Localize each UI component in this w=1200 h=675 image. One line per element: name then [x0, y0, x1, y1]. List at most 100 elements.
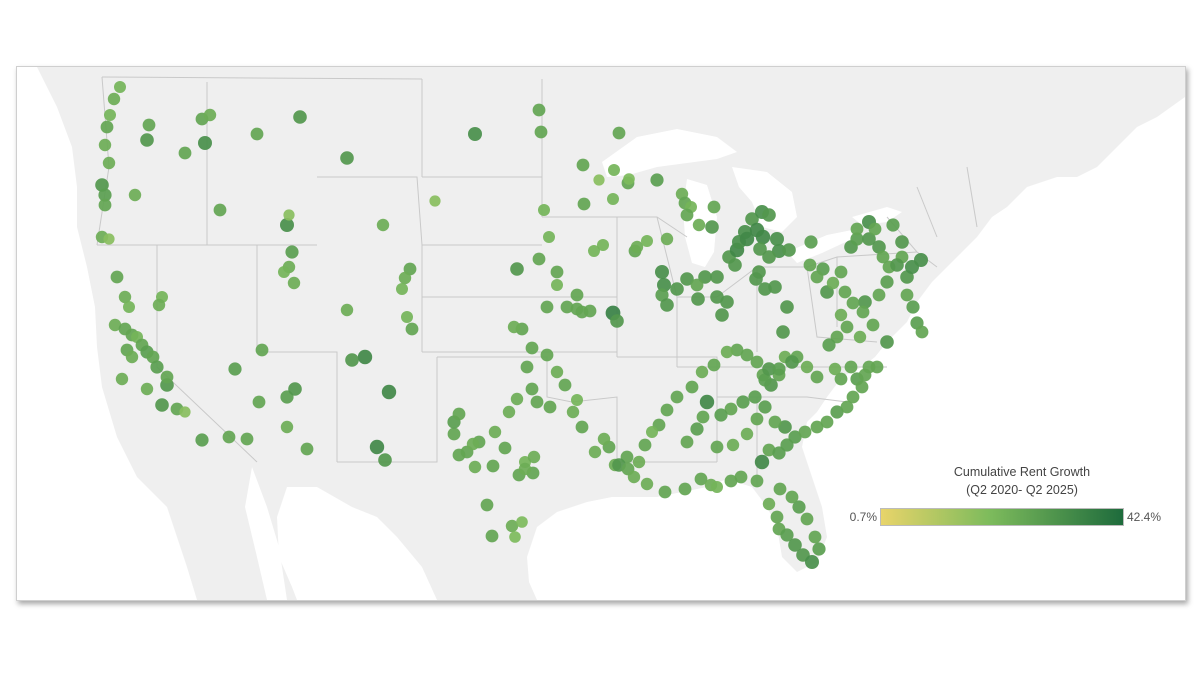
city-marker[interactable] [657, 278, 671, 292]
city-marker[interactable] [646, 426, 658, 438]
city-marker[interactable] [405, 322, 419, 336]
city-marker[interactable] [498, 441, 512, 455]
city-marker[interactable] [830, 405, 844, 419]
city-marker[interactable] [772, 446, 786, 460]
city-marker[interactable] [680, 208, 694, 222]
city-marker[interactable] [755, 229, 771, 245]
city-marker[interactable] [768, 280, 782, 294]
city-marker[interactable] [198, 136, 212, 150]
city-marker[interactable] [772, 362, 786, 376]
city-marker[interactable] [98, 188, 112, 202]
city-marker[interactable] [788, 538, 802, 552]
city-marker[interactable] [516, 516, 528, 528]
city-marker[interactable] [152, 298, 166, 312]
city-marker[interactable] [532, 103, 546, 117]
city-marker[interactable] [810, 370, 824, 384]
city-marker[interactable] [804, 235, 818, 249]
city-marker[interactable] [840, 400, 854, 414]
city-marker[interactable] [658, 485, 672, 499]
city-marker[interactable] [720, 345, 734, 359]
city-marker[interactable] [452, 448, 466, 462]
city-marker[interactable] [822, 338, 836, 352]
city-marker[interactable] [505, 519, 519, 533]
city-marker[interactable] [114, 81, 126, 93]
city-marker[interactable] [690, 278, 704, 292]
city-marker[interactable] [280, 420, 294, 434]
city-marker[interactable] [538, 204, 550, 216]
city-marker[interactable] [753, 242, 767, 256]
city-marker[interactable] [551, 279, 563, 291]
city-marker[interactable] [740, 348, 754, 362]
city-marker[interactable] [758, 373, 772, 387]
city-marker[interactable] [714, 408, 728, 422]
city-marker[interactable] [828, 362, 842, 376]
city-marker[interactable] [588, 445, 602, 459]
city-marker[interactable] [670, 282, 684, 296]
city-marker[interactable] [707, 200, 721, 214]
city-marker[interactable] [107, 92, 121, 106]
city-marker[interactable] [525, 382, 539, 396]
city-marker[interactable] [740, 427, 754, 441]
city-marker[interactable] [773, 482, 787, 496]
city-marker[interactable] [803, 258, 817, 272]
city-marker[interactable] [692, 218, 706, 232]
city-marker[interactable] [357, 349, 373, 365]
city-marker[interactable] [576, 158, 590, 172]
city-marker[interactable] [866, 318, 880, 332]
city-marker[interactable] [252, 395, 266, 409]
city-marker[interactable] [640, 477, 654, 491]
city-marker[interactable] [694, 472, 708, 486]
city-marker[interactable] [800, 360, 814, 374]
city-marker[interactable] [575, 420, 589, 434]
city-marker[interactable] [830, 330, 844, 344]
city-marker[interactable] [780, 300, 794, 314]
city-marker[interactable] [543, 400, 557, 414]
city-marker[interactable] [785, 490, 799, 504]
city-marker[interactable] [776, 325, 790, 339]
city-marker[interactable] [853, 330, 867, 344]
city-marker[interactable] [222, 430, 236, 444]
city-marker[interactable] [583, 304, 597, 318]
city-marker[interactable] [250, 127, 264, 141]
city-marker[interactable] [108, 318, 122, 332]
city-marker[interactable] [571, 394, 583, 406]
city-marker[interactable] [762, 443, 776, 457]
city-marker[interactable] [850, 222, 864, 236]
city-marker[interactable] [810, 270, 824, 284]
city-marker[interactable] [178, 146, 192, 160]
city-marker[interactable] [155, 398, 169, 412]
city-marker[interactable] [543, 231, 555, 243]
city-marker[interactable] [754, 454, 770, 470]
city-marker[interactable] [468, 127, 482, 141]
city-marker[interactable] [486, 459, 500, 473]
city-marker[interactable] [630, 240, 644, 254]
city-marker[interactable] [660, 298, 674, 312]
city-marker[interactable] [102, 156, 116, 170]
city-marker[interactable] [810, 420, 824, 434]
city-marker[interactable] [880, 335, 894, 349]
city-marker[interactable] [429, 195, 441, 207]
city-marker[interactable] [778, 420, 792, 434]
city-marker[interactable] [293, 110, 307, 124]
city-marker[interactable] [488, 425, 502, 439]
city-marker[interactable] [125, 350, 139, 364]
city-marker[interactable] [838, 285, 852, 299]
city-marker[interactable] [880, 275, 894, 289]
city-marker[interactable] [720, 295, 734, 309]
city-marker[interactable] [724, 402, 738, 416]
city-marker[interactable] [452, 407, 466, 421]
city-marker[interactable] [914, 253, 928, 267]
city-marker[interactable] [855, 380, 869, 394]
city-marker[interactable] [788, 430, 802, 444]
city-marker[interactable] [690, 422, 704, 436]
city-marker[interactable] [780, 528, 794, 542]
city-marker[interactable] [597, 239, 609, 251]
city-marker[interactable] [826, 276, 840, 290]
city-marker[interactable] [150, 360, 164, 374]
city-marker[interactable] [739, 231, 755, 247]
city-marker[interactable] [846, 296, 860, 310]
city-marker[interactable] [396, 283, 408, 295]
city-marker[interactable] [868, 222, 882, 236]
city-marker[interactable] [710, 270, 724, 284]
city-marker[interactable] [820, 415, 834, 429]
